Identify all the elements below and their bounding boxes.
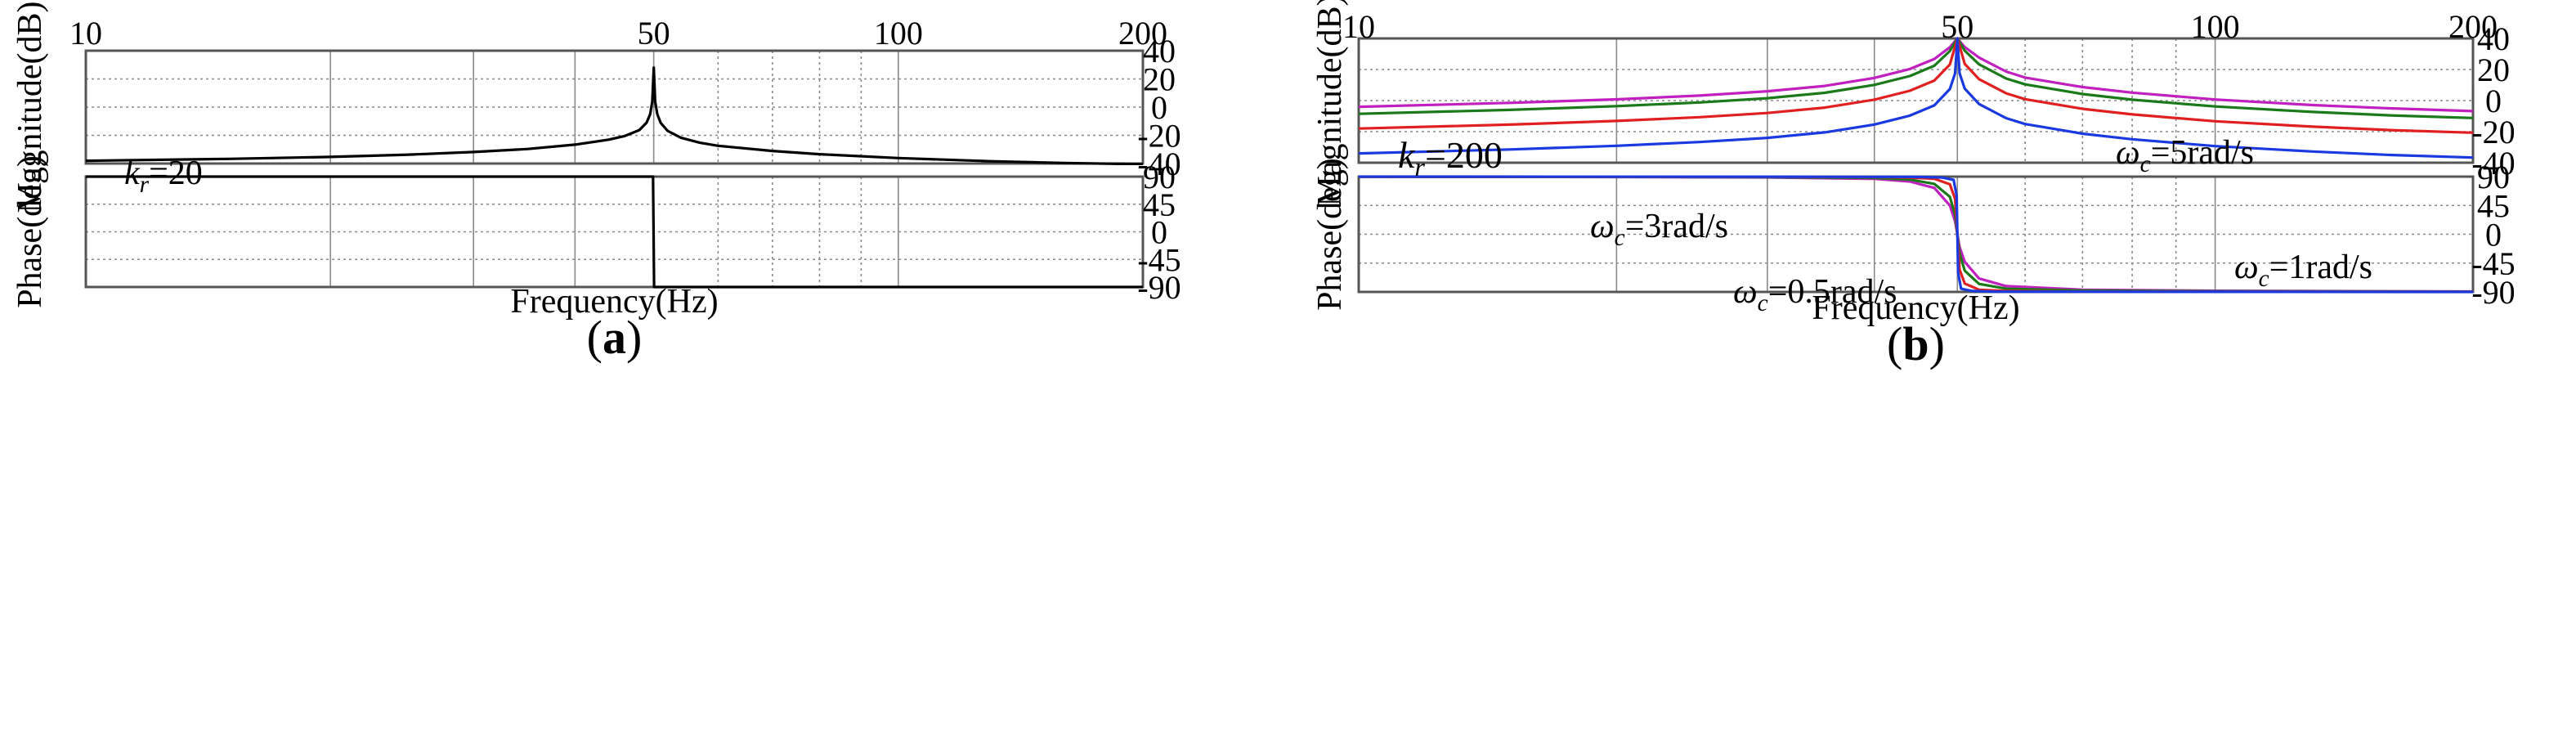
xtick-label: 10 — [69, 15, 102, 52]
series-label: ωc=0.5rad/s — [1733, 273, 1897, 316]
kr-annotation: kr=200 — [1398, 134, 1503, 182]
series-label: ωc=5rad/s — [2116, 134, 2254, 177]
magnitude-series-3 — [1359, 38, 2473, 132]
magnitude-series-c3rads — [1359, 38, 2473, 118]
phase-ytick-label: -90 — [1137, 269, 1180, 306]
magnitude-series-1 — [86, 68, 1143, 164]
phase-ylabel: Phase(deg) — [1311, 158, 1349, 311]
kr-annotation: kr=20 — [124, 155, 203, 198]
xtick-label: 100 — [2191, 8, 2240, 45]
xtick-label: 200 — [1118, 15, 1167, 52]
phase-ytick-label: -90 — [2471, 274, 2515, 311]
xtick-label: 10 — [1342, 8, 1375, 45]
magnitude-series-c0.5rads — [1359, 38, 2473, 158]
xtick-label: 100 — [874, 15, 923, 52]
xtick-label: 50 — [1941, 8, 1973, 45]
phase-ylabel: Phase(deg) — [11, 155, 49, 308]
xtick-label: 200 — [2448, 8, 2498, 45]
panel-label: (a) — [587, 311, 643, 364]
series-label: ωc=3rad/s — [1590, 208, 1728, 251]
panel-label: (b) — [1887, 317, 1945, 370]
series-label: ωc=1rad/s — [2234, 249, 2372, 292]
xtick-label: 50 — [638, 15, 670, 52]
